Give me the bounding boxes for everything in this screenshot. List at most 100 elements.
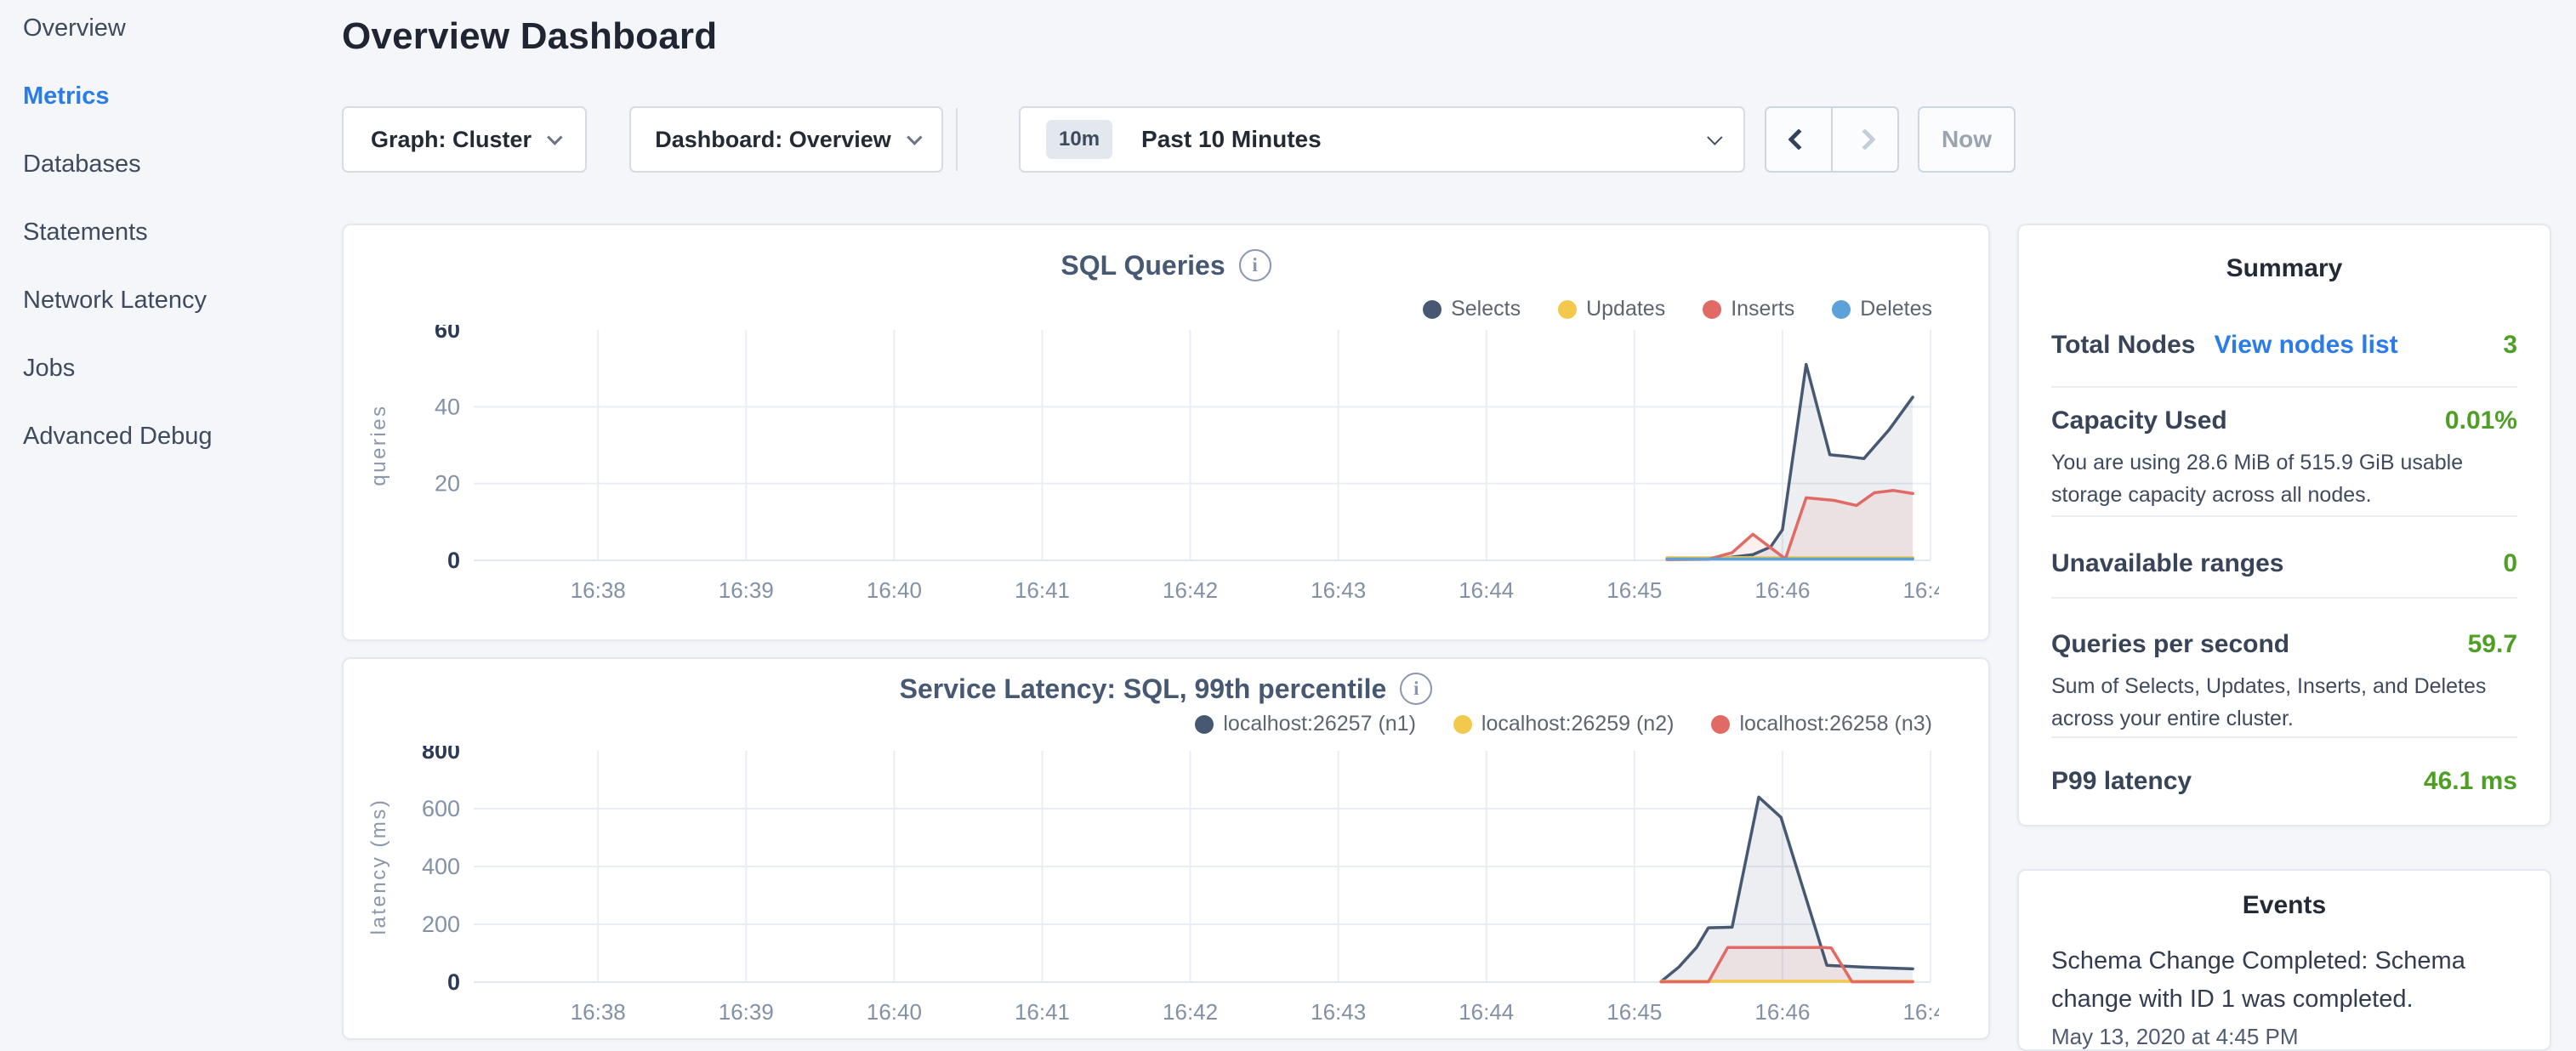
time-step-buttons (1765, 106, 1899, 173)
summary-row-value: 3 (2503, 331, 2517, 360)
x-tick-label: 16:45 (1606, 577, 1662, 603)
divider (2051, 515, 2517, 517)
chevron-right-icon (1854, 128, 1875, 150)
sidebar-item-databases[interactable]: Databases (23, 150, 340, 194)
dashboard-dropdown-label: Dashboard: Overview (655, 127, 891, 153)
y-tick-label: 60 (435, 325, 460, 343)
legend-label: Inserts (1731, 297, 1794, 321)
chart-legend: Selects Updates Inserts Deletes (1423, 297, 1932, 321)
chart-title: SQL Queries (1061, 250, 1225, 281)
chevron-down-icon (547, 129, 562, 145)
sidebar-item-statements[interactable]: Statements (23, 218, 340, 262)
divider (2051, 597, 2517, 599)
divider (2051, 386, 2517, 388)
legend-label: localhost:26257 (n1) (1223, 712, 1416, 736)
x-tick-label: 16:39 (719, 577, 774, 603)
x-tick-label: 16:42 (1163, 577, 1218, 603)
x-tick-label: 16:47 (1902, 577, 1939, 603)
y-tick-label: 400 (422, 854, 460, 879)
sql-queries-chart-card: SQL Queries i Selects Updates Inserts Delet… (342, 224, 1990, 641)
event-item-text: Schema Change Completed: Schema change w… (2051, 942, 2498, 1019)
legend-dot (1711, 715, 1730, 734)
chart-plot-area[interactable]: 020406016:3816:3916:4016:4116:4216:4316:… (346, 325, 1939, 614)
legend-dot (1423, 300, 1442, 319)
x-tick-label: 16:43 (1311, 577, 1366, 603)
legend-dot (1703, 300, 1721, 319)
legend-label: Selects (1451, 297, 1521, 321)
legend-item-localhost-26259-n2: localhost:26259 (n2) (1453, 712, 1675, 736)
time-forward-button[interactable] (1831, 108, 1897, 171)
summary-row-total-nodes: Total Nodes View nodes list 3 (2051, 331, 2517, 360)
y-tick-label: 800 (422, 746, 460, 764)
summary-row-value: 0 (2503, 549, 2517, 578)
legend-dot (1453, 715, 1472, 734)
dashboard-dropdown[interactable]: Dashboard: Overview (629, 106, 943, 173)
legend-item-inserts: Inserts (1703, 297, 1794, 321)
time-range-badge: 10m (1046, 120, 1112, 159)
summary-row-label: Unavailable ranges (2051, 549, 2283, 578)
service-latency-chart-card: Service Latency: SQL, 99th percentile i … (342, 657, 1990, 1040)
summary-row-p99: P99 latency 46.1 ms (2051, 767, 2517, 796)
x-tick-label: 16:44 (1459, 577, 1514, 603)
legend-item-selects: Selects (1423, 297, 1521, 321)
summary-row-label: Capacity Used (2051, 406, 2227, 435)
legend-label: Updates (1586, 297, 1665, 321)
x-tick-label: 16:46 (1754, 577, 1810, 603)
x-tick-label: 16:39 (719, 999, 774, 1025)
summary-row-unavailable-ranges: Unavailable ranges 0 (2051, 549, 2517, 578)
chart-title: Service Latency: SQL, 99th percentile (900, 673, 1387, 705)
x-tick-label: 16:47 (1902, 999, 1939, 1025)
summary-row-label: Queries per second (2051, 630, 2289, 659)
x-tick-label: 16:38 (571, 999, 626, 1025)
sidebar-item-network-latency[interactable]: Network Latency (23, 286, 340, 330)
x-tick-label: 16:42 (1163, 999, 1218, 1025)
summary-row-value: 0.01% (2445, 406, 2517, 435)
y-tick-label: 0 (447, 548, 460, 573)
sidebar-item-jobs[interactable]: Jobs (23, 354, 340, 398)
time-range-dropdown[interactable]: 10m Past 10 Minutes (1019, 106, 1745, 173)
time-range-label: Past 10 Minutes (1141, 126, 1707, 153)
x-tick-label: 16:38 (571, 577, 626, 603)
chevron-left-icon (1788, 128, 1809, 150)
legend-dot (1195, 715, 1214, 734)
time-back-button[interactable] (1766, 108, 1831, 171)
summary-row-label: P99 latency (2051, 767, 2192, 796)
info-icon[interactable]: i (1400, 673, 1432, 705)
now-button[interactable]: Now (1918, 106, 2016, 173)
legend-dot (1832, 300, 1851, 319)
y-axis-title: latency (ms) (367, 798, 390, 935)
summary-row-value: 46.1 ms (2424, 767, 2517, 796)
x-tick-label: 16:46 (1754, 999, 1810, 1025)
page-title: Overview Dashboard (342, 15, 717, 58)
sidebar-item-metrics[interactable]: Metrics (23, 82, 340, 126)
info-icon[interactable]: i (1239, 249, 1271, 281)
legend-label: localhost:26258 (n3) (1739, 712, 1932, 736)
x-tick-label: 16:41 (1015, 577, 1070, 603)
x-tick-label: 16:41 (1015, 999, 1070, 1025)
y-tick-label: 0 (447, 969, 460, 995)
legend-label: localhost:26259 (n2) (1481, 712, 1675, 736)
toolbar-divider (956, 108, 958, 171)
sidebar-item-overview[interactable]: Overview (23, 14, 340, 58)
x-tick-label: 16:43 (1311, 999, 1366, 1025)
x-tick-label: 16:40 (867, 999, 922, 1025)
graph-dropdown[interactable]: Graph: Cluster (342, 106, 587, 173)
summary-panel: Summary Total Nodes View nodes list 3 Ca… (2017, 224, 2551, 827)
y-tick-label: 20 (435, 471, 460, 497)
summary-row-capacity: Capacity Used 0.01% (2051, 406, 2517, 435)
view-nodes-list-link[interactable]: View nodes list (2214, 331, 2397, 360)
chart-plot-area[interactable]: 020040060080016:3816:3916:4016:4116:4216… (346, 746, 1939, 1036)
legend-label: Deletes (1860, 297, 1932, 321)
legend-item-localhost-26257-n1: localhost:26257 (n1) (1195, 712, 1416, 736)
x-tick-label: 16:44 (1459, 999, 1514, 1025)
summary-row-label: Total Nodes (2051, 331, 2195, 360)
summary-row-subtext: You are using 28.6 MiB of 515.9 GiB usab… (2051, 446, 2524, 511)
y-tick-label: 40 (435, 394, 460, 419)
sidebar-item-advanced-debug[interactable]: Advanced Debug (23, 422, 340, 466)
summary-title: Summary (2019, 254, 2550, 283)
divider (2051, 736, 2517, 738)
sidebar: Overview Metrics Databases Statements Ne… (0, 0, 340, 1051)
chevron-down-icon (907, 129, 922, 145)
summary-row-qps: Queries per second 59.7 (2051, 630, 2517, 659)
chart-legend: localhost:26257 (n1) localhost:26259 (n2)… (1195, 712, 1932, 736)
